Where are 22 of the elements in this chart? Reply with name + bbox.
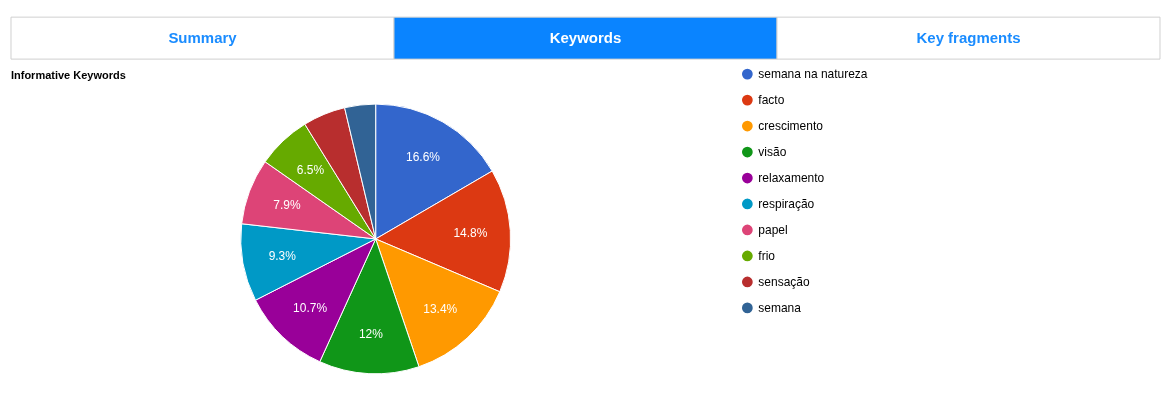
legend-label: semana [758, 300, 802, 315]
legend-label: relaxamento [758, 171, 825, 186]
data-label: 13.4% [423, 301, 458, 316]
text: Summary [168, 29, 238, 47]
data-label: 6.5% [296, 162, 325, 177]
legend-label: crescimento [758, 119, 824, 134]
data-label: 10.7% [293, 300, 328, 315]
legend-label: frio [758, 248, 776, 263]
text: Informative Keywords [10, 69, 126, 82]
legend-label: facto [758, 93, 785, 108]
data-label: 12% [358, 326, 384, 341]
text: Key fragments [916, 29, 1021, 47]
legend-label: semana na natureza [758, 67, 868, 82]
data-label: 14.8% [453, 226, 488, 240]
data-label: 7.9% [273, 198, 301, 213]
legend-label: papel [758, 222, 788, 237]
text: Keywords [549, 29, 622, 47]
legend-label: sensação [758, 274, 810, 289]
legend-label: respiração [758, 196, 815, 211]
data-label: 16.6% [406, 149, 441, 164]
data-label: 9.3% [268, 248, 297, 263]
legend-label: visão [758, 145, 787, 160]
